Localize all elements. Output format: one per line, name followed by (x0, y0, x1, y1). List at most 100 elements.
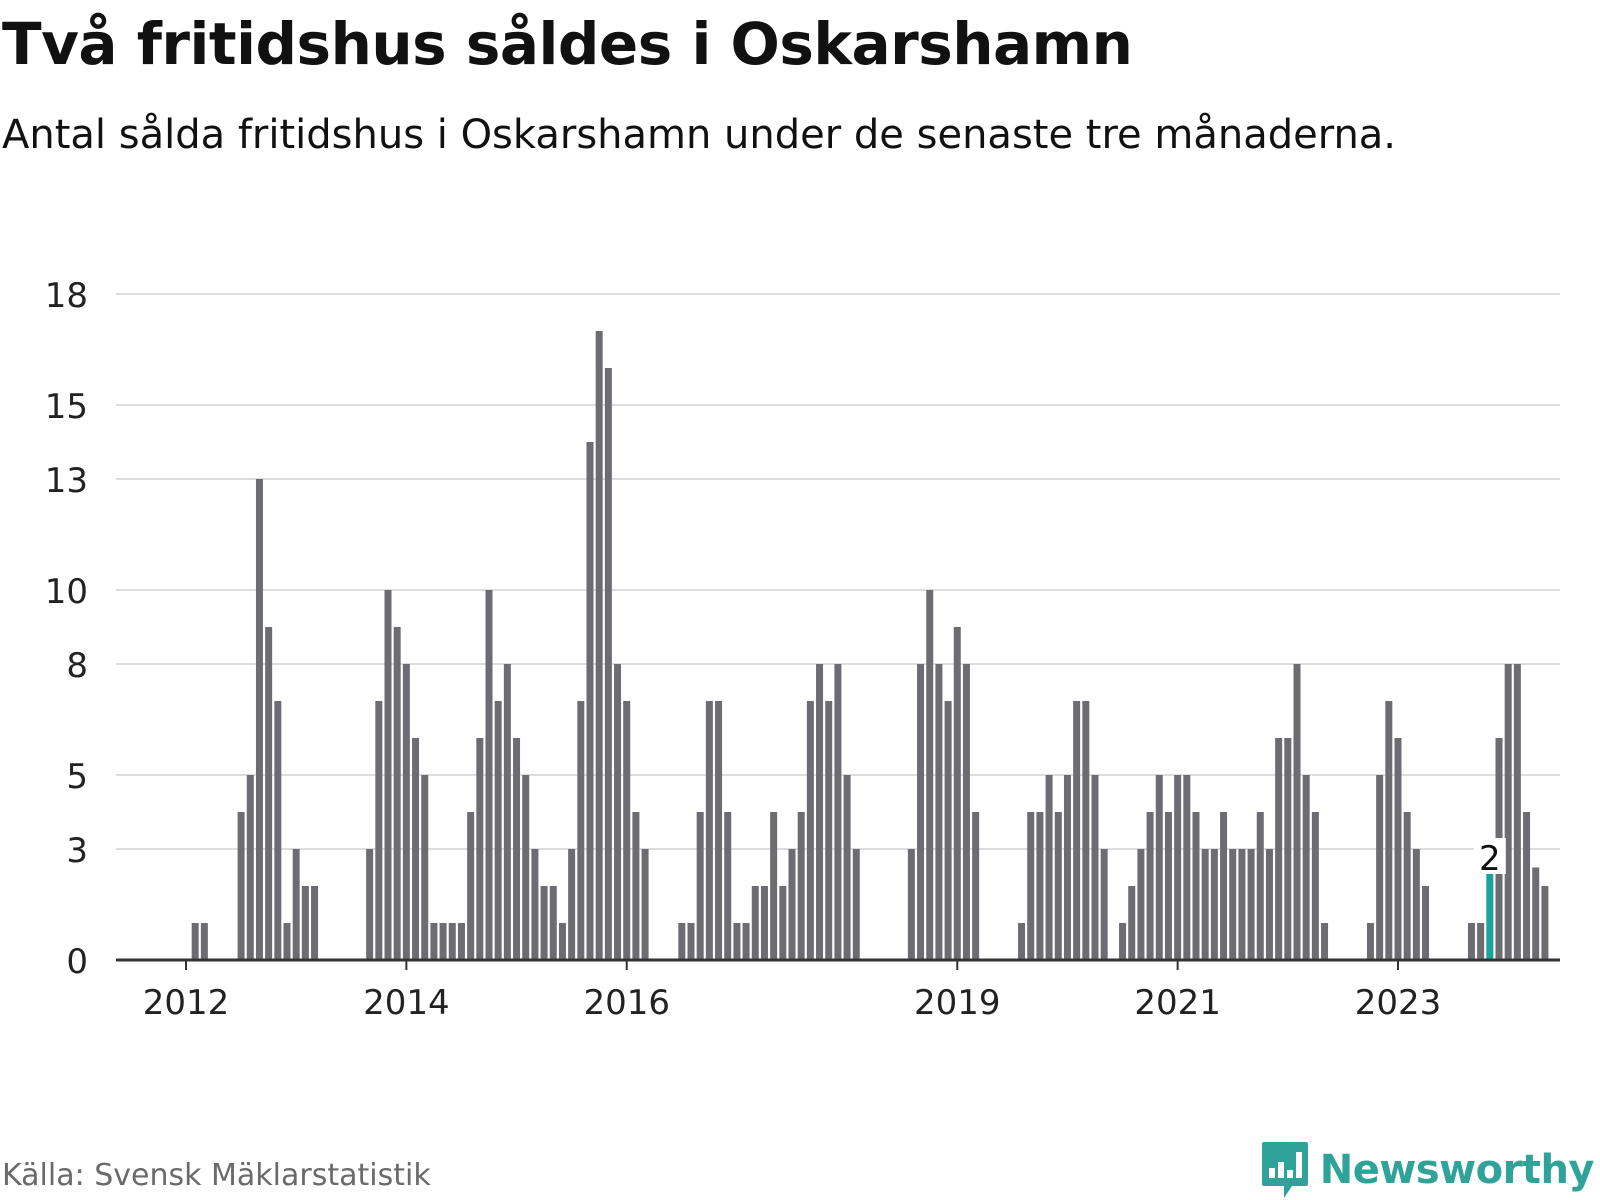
bar (1045, 775, 1053, 960)
annotation-bg (1473, 838, 1506, 874)
bar (1532, 867, 1540, 960)
bar (1082, 701, 1090, 960)
bar (972, 812, 980, 960)
bar (733, 923, 741, 960)
x-tick-label: 2023 (1355, 983, 1442, 1023)
bar (1302, 775, 1310, 960)
brand-name: Newsworthy (1319, 1147, 1595, 1193)
y-tick-label: 5 (66, 757, 88, 797)
bar (1091, 775, 1099, 960)
bar-chart: 0 3 5 8 10 13 15 18 2012 2014 2016 2019 2021 2023 2 (45, 276, 1560, 1023)
bar (246, 775, 254, 960)
bar (751, 886, 759, 960)
x-tick-label: 2016 (583, 983, 670, 1023)
bar (558, 923, 566, 960)
bar (705, 701, 713, 960)
bar (1394, 738, 1402, 960)
bar (402, 664, 410, 960)
bar (237, 812, 245, 960)
bar (907, 849, 915, 960)
y-tick-label: 15 (45, 387, 88, 427)
bar (467, 812, 475, 960)
x-tick-label: 2021 (1134, 983, 1221, 1023)
bar (1412, 849, 1420, 960)
bar (1201, 849, 1209, 960)
bar (283, 923, 291, 960)
bar (825, 701, 833, 960)
bars (191, 331, 1549, 960)
bar (494, 701, 502, 960)
y-tick-label: 8 (66, 646, 88, 686)
bar (439, 923, 447, 960)
bar (1238, 849, 1246, 960)
bar (1477, 923, 1485, 960)
bar (1284, 738, 1292, 960)
newsworthy-logo-icon (1261, 1142, 1308, 1198)
bar (1513, 664, 1521, 960)
bar (301, 886, 309, 960)
bar (1137, 849, 1145, 960)
bar (1174, 775, 1182, 960)
bar (522, 775, 530, 960)
bar (1321, 923, 1329, 960)
bar (1073, 701, 1081, 960)
bar (1100, 849, 1108, 960)
bar (614, 664, 622, 960)
bar (1403, 812, 1411, 960)
bar (1063, 775, 1071, 960)
x-tick-label: 2014 (363, 983, 450, 1023)
chart-subtitle: Antal sålda fritidshus i Oskarshamn unde… (2, 112, 1397, 158)
bar (1018, 923, 1026, 960)
bar (1293, 664, 1301, 960)
bar (806, 701, 814, 960)
bar (1376, 775, 1384, 960)
bar (779, 886, 787, 960)
bar (255, 479, 263, 960)
bar (788, 849, 796, 960)
bar (595, 331, 603, 960)
bar (1504, 664, 1512, 960)
bar (393, 627, 401, 960)
bar (476, 738, 484, 960)
bar (549, 886, 557, 960)
bar (834, 664, 842, 960)
bar (944, 701, 952, 960)
bar (770, 812, 778, 960)
bar (1247, 849, 1255, 960)
bar (742, 923, 750, 960)
bar (1256, 812, 1264, 960)
bar (200, 923, 208, 960)
bar (292, 849, 300, 960)
bar (1027, 812, 1035, 960)
bar (760, 886, 768, 960)
y-axis-labels: 0 3 5 8 10 13 15 18 (45, 276, 88, 982)
bar (1523, 812, 1531, 960)
bar (696, 812, 704, 960)
y-tick-label: 10 (45, 572, 88, 612)
bar (1119, 923, 1127, 960)
y-tick-label: 0 (66, 942, 88, 982)
bar (1467, 923, 1475, 960)
bar (1366, 923, 1374, 960)
bar (1155, 775, 1163, 960)
bar (448, 923, 456, 960)
bar (917, 664, 925, 960)
bar (1541, 886, 1549, 960)
highlight-value-label: 2 (1479, 839, 1501, 879)
bar (843, 775, 851, 960)
bar (265, 627, 273, 960)
bar (1311, 812, 1319, 960)
bar (935, 664, 943, 960)
bar (797, 812, 805, 960)
bar (1036, 812, 1044, 960)
bar (586, 442, 594, 960)
bar (816, 664, 824, 960)
bar (1146, 812, 1154, 960)
chart-title: Två fritidshus såldes i Oskarshamn (2, 10, 1133, 78)
bar (191, 923, 199, 960)
bar (715, 701, 723, 960)
bar (568, 849, 576, 960)
brand-logo: Newsworthy (1260, 1140, 1595, 1200)
y-tick-label: 13 (45, 461, 88, 501)
bar (375, 701, 383, 960)
